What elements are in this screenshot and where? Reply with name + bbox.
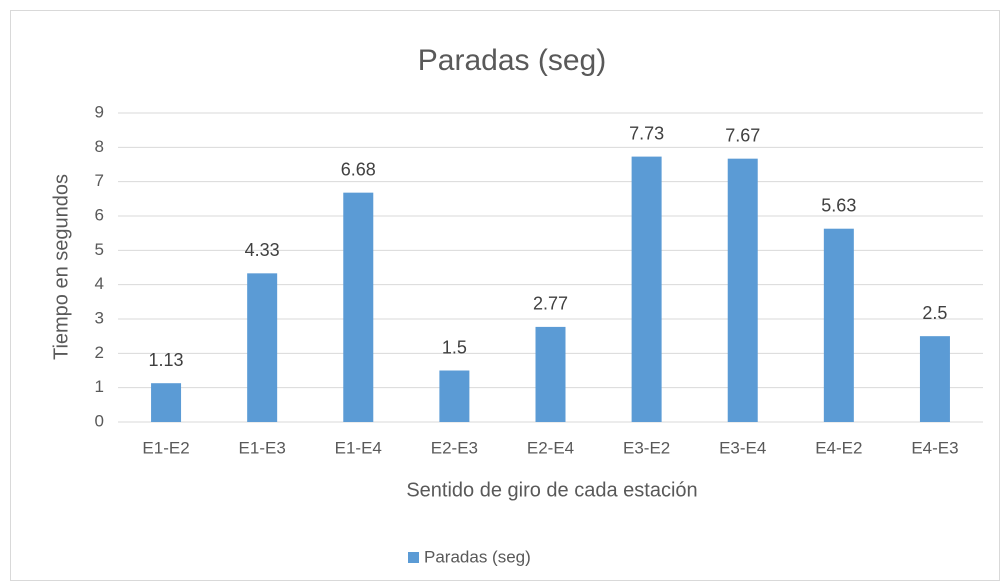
- data-label: 5.63: [821, 195, 856, 215]
- legend-swatch: [408, 552, 419, 563]
- y-tick-label: 2: [95, 343, 104, 362]
- x-tick-label: E2-E4: [527, 438, 574, 457]
- bar: [823, 228, 854, 422]
- x-axis-title: Sentido de giro de cada estación: [406, 479, 697, 501]
- bar: [727, 158, 758, 422]
- x-tick-label: E2-E3: [431, 438, 478, 457]
- bar: [151, 383, 182, 422]
- y-tick-label: 0: [95, 411, 104, 430]
- y-tick-label: 3: [95, 308, 104, 327]
- data-label: 2.5: [922, 303, 947, 323]
- data-label: 7.67: [725, 125, 760, 145]
- chart-title: Paradas (seg): [418, 44, 606, 77]
- y-tick-label: 1: [95, 377, 104, 396]
- legend-label: Paradas (seg): [424, 547, 531, 566]
- x-tick-label: E4-E3: [911, 438, 958, 457]
- data-label: 6.68: [341, 159, 376, 179]
- y-axis-title: Tiempo en segundos: [50, 174, 72, 360]
- bar: [631, 156, 662, 422]
- bar: [439, 370, 470, 422]
- data-label: 1.5: [442, 337, 467, 357]
- x-tick-label: E4-E2: [815, 438, 862, 457]
- data-label: 1.13: [149, 350, 184, 370]
- y-tick-label: 4: [95, 274, 104, 293]
- data-label: 7.73: [629, 123, 664, 143]
- x-tick-label: E1-E2: [142, 438, 189, 457]
- bar: [919, 336, 950, 422]
- y-tick-label: 5: [95, 240, 104, 259]
- x-tick-label: E1-E3: [239, 438, 286, 457]
- y-tick-label: 9: [95, 102, 104, 121]
- x-tick-label: E3-E2: [623, 438, 670, 457]
- data-label: 2.77: [533, 294, 568, 314]
- x-tick-label: E3-E4: [719, 438, 766, 457]
- y-tick-label: 8: [95, 137, 104, 156]
- y-tick-label: 7: [95, 171, 104, 190]
- bar: [343, 192, 374, 422]
- x-tick-label: E1-E4: [335, 438, 382, 457]
- bar: [247, 273, 278, 422]
- bar: [535, 326, 566, 422]
- data-label: 4.33: [245, 240, 280, 260]
- y-tick-label: 6: [95, 205, 104, 224]
